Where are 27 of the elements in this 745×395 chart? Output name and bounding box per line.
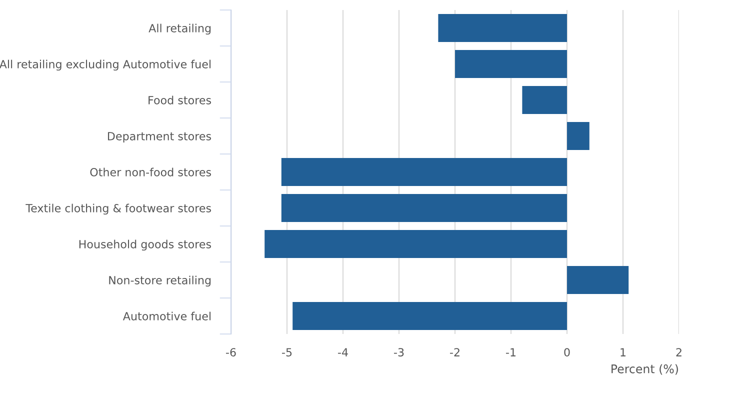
x-axis-title: Percent (%) <box>612 364 678 375</box>
x-tick-label: -6 <box>226 348 236 356</box>
x-tick-label: -2 <box>450 348 460 356</box>
bar <box>281 194 567 222</box>
x-tick-label: 0 <box>564 348 570 356</box>
x-tick-label: -4 <box>338 348 348 356</box>
x-tick-label: 1 <box>620 348 626 356</box>
y-tick-label: Other non-food stores <box>90 168 212 176</box>
bar <box>522 86 567 114</box>
x-tick-label: -5 <box>282 348 292 356</box>
y-tick-label: Food stores <box>148 96 212 104</box>
x-tick-label: 2 <box>676 348 682 356</box>
y-tick-label: Automotive fuel <box>122 312 211 320</box>
y-tick-label: Non-store retailing <box>109 276 211 287</box>
y-tick-label: Department stores <box>108 132 212 143</box>
bar <box>292 302 567 330</box>
bar <box>264 230 567 258</box>
y-tick-label: Textile clothing & footwear stores <box>26 204 212 215</box>
y-tick-label: Household goods stores <box>79 240 212 251</box>
bar <box>438 14 567 42</box>
bar <box>455 50 567 78</box>
y-tick-label: All retailing <box>148 24 211 35</box>
x-tick-label: -3 <box>394 348 404 356</box>
bar <box>281 158 567 186</box>
bar <box>567 122 590 150</box>
x-tick-label: -1 <box>506 348 516 356</box>
bar <box>567 266 629 294</box>
